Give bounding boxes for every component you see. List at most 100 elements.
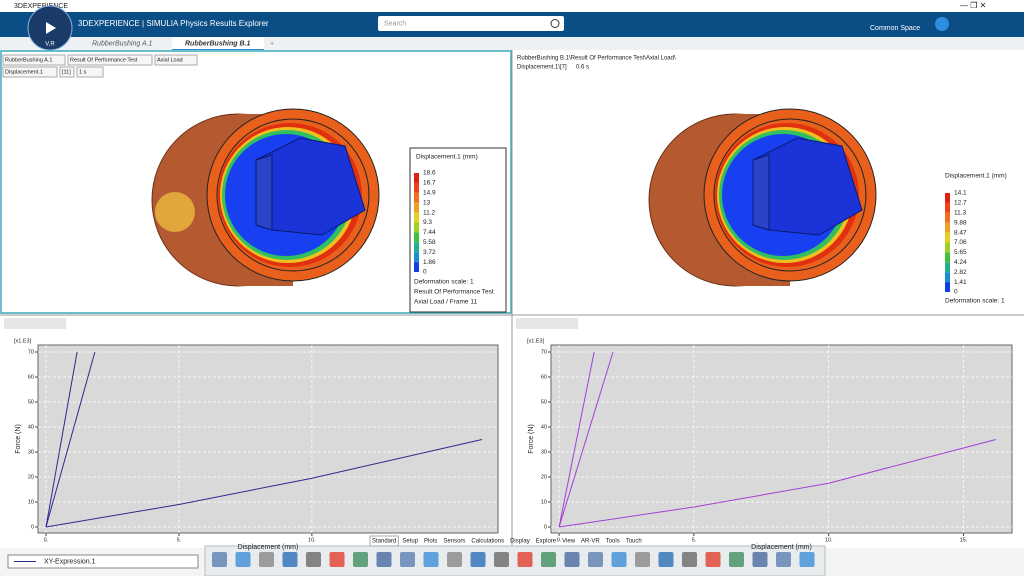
toolbar-icon[interactable] xyxy=(729,552,744,567)
legend-note: Result Of Performance Test xyxy=(414,289,494,296)
legend-label: 0 xyxy=(423,269,427,276)
toolbar-tab[interactable]: Explore xyxy=(536,539,557,545)
toolbar-icon[interactable] xyxy=(564,552,580,567)
avatar[interactable] xyxy=(935,17,949,31)
y-axis-label: Force (N) xyxy=(15,424,22,454)
plot-area xyxy=(37,344,499,534)
toolbar-icon[interactable] xyxy=(705,552,721,567)
toolbar-icon[interactable] xyxy=(588,552,603,567)
y-axis-label: Force (N) xyxy=(528,424,535,454)
legend-swatch xyxy=(414,232,419,243)
toolbar-tab[interactable]: Standard xyxy=(372,539,396,545)
toolbar-icon[interactable] xyxy=(799,552,815,567)
legend-label: 14.9 xyxy=(423,190,436,197)
toolbar-tab[interactable]: Calculations xyxy=(471,539,504,545)
search-icon[interactable] xyxy=(550,19,560,28)
toolbar-icon[interactable] xyxy=(353,552,368,567)
window-controls[interactable]: — ❐ ✕ xyxy=(960,1,986,10)
toolbar-icon[interactable] xyxy=(235,552,251,567)
tab-add[interactable]: + xyxy=(270,40,274,47)
legend-note: Deformation scale: 1 xyxy=(945,298,1005,305)
toolbar-icon[interactable] xyxy=(517,552,533,567)
dropdown[interactable] xyxy=(67,54,153,66)
viewport-info: 0.6 s xyxy=(576,65,589,71)
legend-label: 5.58 xyxy=(423,239,436,246)
y-tick-label: 20 xyxy=(541,474,547,480)
toolbar-icon[interactable] xyxy=(376,552,392,567)
legend-note: Deformation scale: 1 xyxy=(414,279,474,286)
y-tick-label: 40 xyxy=(541,424,547,430)
dropdown[interactable] xyxy=(2,66,58,78)
toolbar-tab[interactable]: Setup xyxy=(402,539,418,545)
toolbar-icon[interactable] xyxy=(776,552,791,567)
y-tick-label: 10 xyxy=(28,499,34,505)
window-title: 3DEXPERIENCE xyxy=(14,3,68,10)
toolbar-tab[interactable]: Plots xyxy=(424,539,437,545)
x-tick-label: 10. xyxy=(825,537,833,543)
toolbar-icon[interactable] xyxy=(470,552,486,567)
plot-legend xyxy=(7,554,199,569)
y-tick-label: 60 xyxy=(541,374,547,380)
view-icons[interactable] xyxy=(4,318,66,329)
search-box[interactable] xyxy=(378,16,564,31)
dropdown-label: Axial Load xyxy=(157,57,183,63)
tab[interactable]: RubberBushing A.1 xyxy=(92,40,153,47)
toolbar-icon[interactable] xyxy=(306,552,321,567)
toolbar-tab[interactable]: Display xyxy=(510,539,530,545)
legend-swatch xyxy=(945,242,950,253)
legend-title: Displacement.1 (mm) xyxy=(945,173,1007,180)
legend-label: 4.24 xyxy=(954,259,967,266)
y-tick-label: 10 xyxy=(541,499,547,505)
toolbar-icon[interactable] xyxy=(329,552,345,567)
viewport-info: RubberBushing B.1\Result Of Performance … xyxy=(517,56,676,62)
toolbar-icon[interactable] xyxy=(447,552,462,567)
legend-label: 8.47 xyxy=(954,229,967,236)
dropdown-label: 1 s xyxy=(79,69,87,75)
y-tick-label: 70 xyxy=(28,349,34,355)
legend-label: 16.7 xyxy=(423,180,436,187)
toolbar-icon[interactable] xyxy=(611,552,627,567)
legend-swatch xyxy=(945,252,950,263)
legend-label: 1.41 xyxy=(954,279,967,286)
toolbar-icon[interactable] xyxy=(259,552,274,567)
legend-swatch xyxy=(414,202,419,213)
y-multiplier: [x1.E3] xyxy=(14,338,32,344)
legend-label: 0 xyxy=(954,289,958,296)
data-line xyxy=(45,351,96,528)
dropdown[interactable] xyxy=(154,54,198,66)
toolbar-tab[interactable]: Tools xyxy=(606,539,620,545)
active-tab[interactable] xyxy=(172,37,264,50)
legend-swatch xyxy=(414,252,419,263)
data-line xyxy=(558,351,595,528)
compass-play[interactable] xyxy=(46,22,56,34)
model-right xyxy=(648,108,877,287)
toolbar-icon[interactable] xyxy=(423,552,439,567)
dropdown[interactable] xyxy=(76,66,104,78)
toolbar-tab[interactable]: Touch xyxy=(626,539,642,545)
legend-swatch xyxy=(945,202,950,213)
data-line xyxy=(45,351,78,528)
toolbar-icon[interactable] xyxy=(682,552,697,567)
toolbar-icon[interactable] xyxy=(635,552,650,567)
legend-label: 1.86 xyxy=(423,259,436,266)
view-icons[interactable] xyxy=(516,318,578,329)
toolbar-icon[interactable] xyxy=(282,552,298,567)
data-line xyxy=(558,351,614,528)
toolbar-tab[interactable]: AR-VR xyxy=(581,539,600,545)
legend-swatch xyxy=(414,262,419,272)
tab[interactable]: RubberBushing B.1 xyxy=(185,40,250,47)
dropdown[interactable] xyxy=(2,54,66,66)
toolbar-tab[interactable]: View xyxy=(562,539,576,545)
legend-label: 18.6 xyxy=(423,170,436,177)
toolbar-tab[interactable]: Sensors xyxy=(443,539,465,545)
toolbar-icon[interactable] xyxy=(658,552,674,567)
toolbar-icon[interactable] xyxy=(212,552,227,567)
dropdown[interactable] xyxy=(59,66,75,78)
toolbar-icon[interactable] xyxy=(541,552,556,567)
space-label[interactable]: Common Space xyxy=(870,25,920,32)
toolbar-icon[interactable] xyxy=(400,552,415,567)
toolbar-icon[interactable] xyxy=(752,552,768,567)
legend-swatch xyxy=(414,173,419,183)
x-axis-label: Displacement (mm) xyxy=(238,544,299,551)
toolbar-icon[interactable] xyxy=(494,552,509,567)
